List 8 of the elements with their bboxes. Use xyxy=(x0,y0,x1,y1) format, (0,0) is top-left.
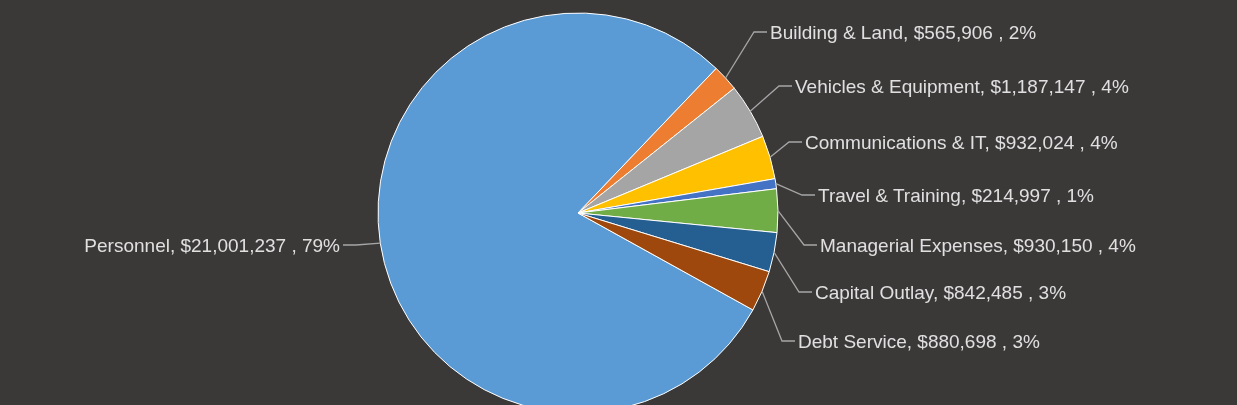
slice-label: Communications & IT, $932,024 , 4% xyxy=(805,131,1118,153)
slice-label: Vehicles & Equipment, $1,187,147 , 4% xyxy=(795,75,1129,97)
slice-label: Capital Outlay, $842,485 , 3% xyxy=(815,281,1067,303)
slice-label: Building & Land, $565,906 , 2% xyxy=(770,21,1037,43)
slice-label: Managerial Expenses, $930,150 , 4% xyxy=(820,234,1136,256)
slice-label: Personnel, $21,001,237 , 79% xyxy=(84,234,341,256)
slice-label: Travel & Training, $214,997 , 1% xyxy=(818,184,1095,206)
slice-label: Debt Service, $880,698 , 3% xyxy=(798,330,1040,352)
